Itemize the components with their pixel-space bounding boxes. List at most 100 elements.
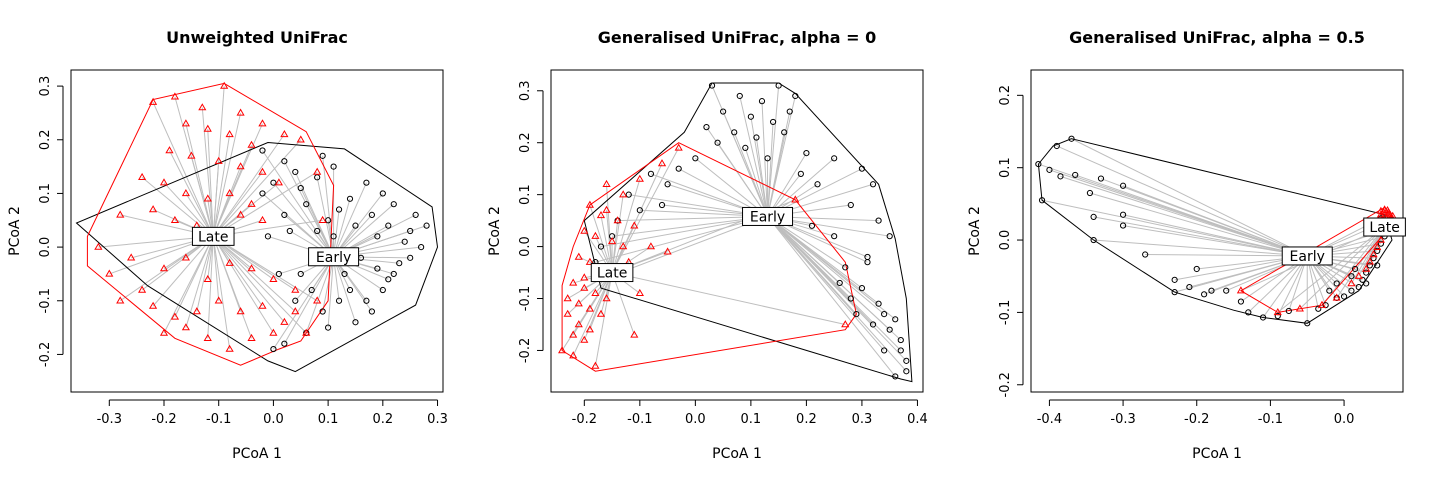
spider-line-early	[1145, 254, 1308, 257]
spider-line-late	[152, 236, 214, 307]
point-early	[658, 201, 666, 209]
spider-line-early	[1056, 145, 1308, 257]
point-early	[1171, 289, 1178, 296]
point-early	[858, 285, 866, 292]
panel-unweighted: Unweighted UniFrac -0.3 -0.2 -0.1 0.0 0.1 0.2 0…	[7, 28, 448, 462]
point-late	[646, 242, 656, 250]
x-tick-label: -0.2	[1184, 412, 1209, 427]
x-tick-label: -0.1	[627, 412, 652, 427]
centroid-label-early: Early	[308, 247, 360, 267]
point-early	[1119, 182, 1127, 189]
point-late	[181, 253, 190, 261]
spider-line-late	[600, 215, 613, 273]
spider-line-early	[283, 161, 335, 257]
point-late	[585, 200, 594, 208]
point-early	[1090, 236, 1097, 244]
point-late	[225, 258, 234, 266]
point-late	[258, 301, 267, 309]
y-tick-label: -0.1	[998, 300, 1013, 325]
y-tick-label: -0.1	[518, 286, 533, 311]
spider-line-late	[212, 139, 302, 237]
point-early	[292, 168, 299, 176]
point-late	[1373, 242, 1382, 250]
point-late	[116, 296, 125, 304]
point-early	[1333, 280, 1340, 287]
y-tick-label: 0.2	[518, 132, 533, 153]
spider-line-early	[717, 142, 768, 217]
x-tick-label: 0.3	[852, 412, 873, 427]
point-early	[1374, 262, 1381, 269]
x-tick-label: 0.0	[1334, 412, 1355, 427]
point-early	[636, 207, 643, 214]
point-early	[1370, 255, 1377, 262]
spider-line-early	[322, 155, 335, 257]
spider-line-early	[333, 182, 367, 257]
point-late	[558, 346, 567, 354]
point-early	[892, 373, 899, 380]
hull-late	[561, 142, 857, 372]
point-late	[657, 159, 667, 167]
point-early	[1366, 262, 1373, 269]
spider-line-early	[595, 215, 768, 263]
hull-early	[1037, 138, 1393, 324]
point-late	[591, 361, 600, 369]
point-early	[664, 181, 671, 188]
point-late	[635, 288, 644, 296]
point-late	[791, 195, 800, 203]
x-axis-label: PCoA 1	[712, 446, 762, 462]
spider-line-late	[1321, 226, 1385, 306]
spider-line-late	[152, 101, 214, 237]
spider-line-early	[1060, 175, 1308, 257]
point-late	[318, 215, 327, 223]
point-late	[1369, 250, 1378, 258]
spider-line-early	[1262, 255, 1308, 318]
point-early	[314, 227, 321, 235]
point-late	[296, 135, 305, 143]
y-tick-label: 0.3	[38, 76, 53, 97]
chart-title: Unweighted UniFrac	[166, 28, 348, 47]
point-late	[192, 307, 201, 315]
spider-line-late	[606, 210, 613, 273]
point-late	[635, 174, 644, 182]
point-early	[875, 217, 882, 224]
point-early	[742, 144, 749, 152]
point-early	[1304, 320, 1311, 327]
point-late	[148, 97, 158, 105]
point-late	[1347, 279, 1356, 287]
point-early	[270, 345, 277, 353]
point-late	[138, 172, 147, 180]
panel-alpha-0: Generalised UniFrac, alpha = 0 -0.2 -0.1 0.…	[487, 28, 928, 462]
point-late	[269, 274, 278, 282]
point-early	[259, 190, 266, 197]
spider-line-late	[212, 171, 263, 237]
y-tick-label: -0.2	[518, 338, 533, 363]
y-tick-label: 0.0	[998, 230, 1013, 251]
point-early	[1223, 287, 1230, 294]
spider-line-early	[1075, 174, 1308, 257]
spider-line-late	[611, 272, 846, 325]
point-early	[897, 347, 904, 354]
point-early	[390, 270, 397, 278]
point-early	[597, 243, 605, 250]
spider-line-late	[212, 134, 285, 237]
x-tick-label: 0.2	[372, 412, 393, 427]
point-early	[401, 238, 408, 245]
point-early	[769, 118, 777, 126]
point-late	[663, 247, 672, 255]
point-early	[1053, 142, 1060, 150]
spider-line-late	[185, 123, 214, 237]
centroid-label-early: Early	[742, 206, 794, 226]
point-early	[764, 155, 771, 162]
point-early	[379, 286, 386, 294]
point-late	[602, 205, 611, 213]
hull-early	[75, 141, 439, 373]
centroid-label-text: Late	[1369, 220, 1399, 236]
spider-line-early	[1122, 185, 1308, 257]
x-tick-label: -0.3	[1110, 412, 1135, 427]
point-late	[1317, 300, 1327, 308]
point-early	[1068, 135, 1075, 142]
spider-line-early	[767, 216, 907, 372]
point-early	[836, 279, 843, 287]
point-late	[1376, 206, 1385, 214]
point-early	[842, 264, 849, 271]
